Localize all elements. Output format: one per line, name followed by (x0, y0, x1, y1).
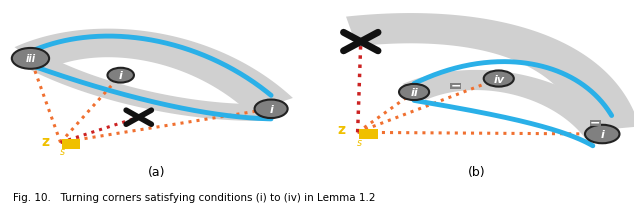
Text: $s$: $s$ (59, 146, 65, 156)
Circle shape (484, 71, 514, 87)
Text: (b): (b) (468, 165, 486, 178)
Text: $s$: $s$ (356, 138, 363, 148)
Text: iii: iii (26, 54, 36, 64)
Text: $\mathbf{z}$: $\mathbf{z}$ (337, 122, 347, 136)
Circle shape (108, 69, 134, 83)
Text: −: − (450, 79, 461, 92)
Text: (a): (a) (148, 165, 166, 178)
Polygon shape (20, 53, 272, 121)
Text: i: i (119, 71, 123, 81)
Text: ii: ii (410, 88, 418, 98)
Polygon shape (15, 30, 293, 113)
Text: i: i (600, 129, 604, 139)
Text: iv: iv (493, 74, 504, 84)
FancyBboxPatch shape (450, 84, 461, 90)
Polygon shape (403, 71, 620, 138)
Circle shape (12, 49, 49, 69)
FancyBboxPatch shape (589, 120, 601, 126)
Circle shape (399, 84, 429, 101)
Circle shape (255, 100, 287, 119)
Text: $\mathbf{z}$: $\mathbf{z}$ (41, 134, 50, 148)
Text: Fig. 10.   Turning corners satisfying conditions (i) to (iv) in Lemma 1.2: Fig. 10. Turning corners satisfying cond… (13, 192, 375, 202)
Text: −: − (590, 116, 600, 129)
Polygon shape (346, 14, 639, 132)
Circle shape (585, 125, 620, 144)
Text: i: i (269, 104, 273, 114)
